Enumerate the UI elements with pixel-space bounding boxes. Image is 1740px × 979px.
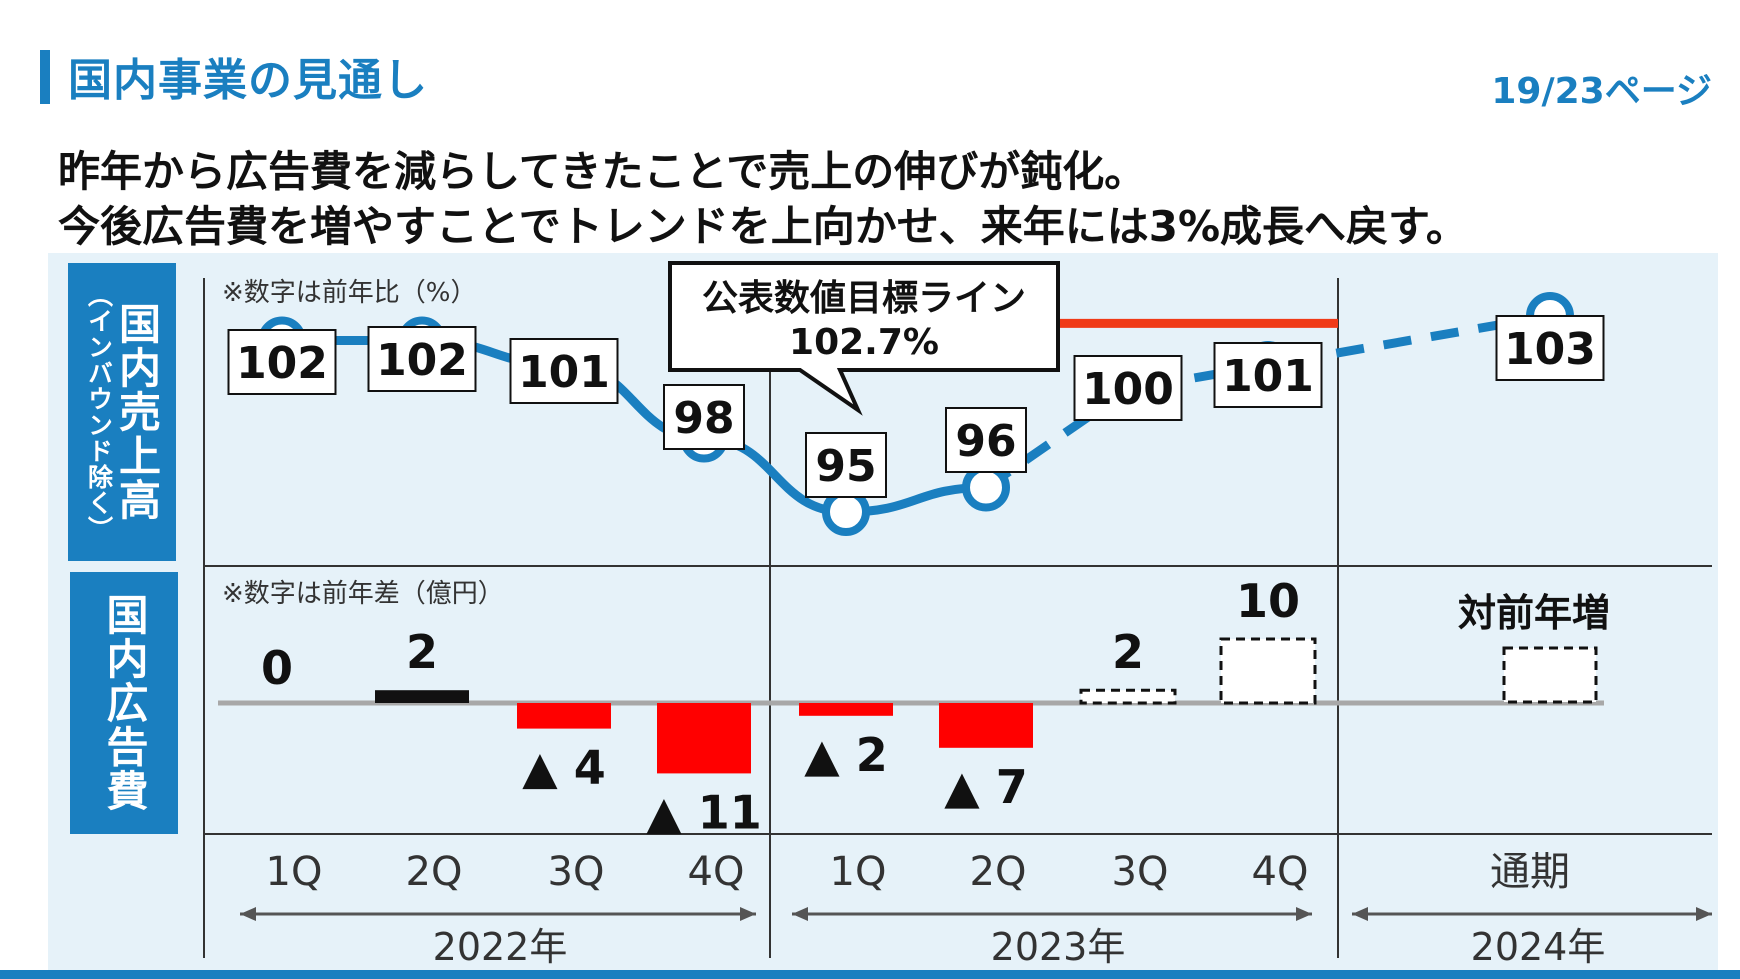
sales-value-label: 101	[1222, 351, 1314, 402]
sales-label-box	[509, 338, 619, 404]
ads-value-label: ▲ 11	[646, 785, 761, 839]
year-range-arrow-left	[1352, 907, 1368, 921]
sales-point	[962, 463, 1010, 512]
year-range-arrow-right	[1296, 907, 1312, 921]
ads-bar-planned	[1502, 646, 1598, 704]
title-accent-bar	[40, 50, 50, 104]
x-tick-label: 2Q	[406, 849, 463, 895]
ads-side-title: 国内広告費	[100, 593, 149, 813]
ads-value-label: ▲ 4	[522, 741, 605, 795]
sales-label-box	[1213, 342, 1323, 408]
bottom-accent-bar	[0, 970, 1740, 979]
ads-value-label: 対前年増	[1458, 591, 1610, 635]
ads-chart-note: ※数字は前年差（億円）	[222, 579, 504, 609]
sales-value-label: 101	[518, 347, 610, 398]
year-range-arrow-right	[740, 907, 756, 921]
ads-value-label: ▲ 7	[944, 760, 1027, 814]
target-callout-box	[668, 261, 1060, 416]
year-range-arrow-left	[792, 907, 808, 921]
x-tick-label: 4Q	[688, 849, 745, 895]
sales-forecast-line	[983, 311, 1551, 492]
year-label: 2022年	[433, 925, 568, 969]
x-tick-label: 1Q	[830, 849, 887, 895]
sales-value-label: 102	[236, 338, 328, 389]
x-tick-label: 1Q	[266, 849, 323, 895]
sales-label-box	[227, 329, 337, 395]
sales-value-label: 95	[815, 441, 876, 492]
sales-label-box	[663, 384, 745, 450]
ads-value-label: 10	[1236, 574, 1300, 628]
target-callout-value: 102.7%	[789, 322, 939, 363]
target-callout-title: 公表数値目標ライン	[702, 278, 1026, 319]
sales-chart-note: ※数字は前年比（%）	[222, 278, 477, 308]
sales-value-label: 102	[376, 335, 468, 386]
page-number: 19/23ページ	[1491, 71, 1712, 112]
ads-bar	[799, 703, 893, 716]
ads-bar	[517, 703, 611, 729]
sales-side-label: （インバウンド除く） 国内売上高	[68, 263, 176, 561]
year-range-arrow-right	[1696, 907, 1712, 921]
ads-value-label: 2	[406, 625, 438, 679]
x-tick-label: 通期	[1490, 849, 1570, 895]
sales-side-title: 国内売上高	[112, 302, 162, 522]
ads-bar-planned	[1079, 688, 1177, 705]
ads-value-label: ▲ 2	[804, 728, 887, 782]
x-tick-label: 3Q	[1112, 849, 1169, 895]
ads-side-label: 国内広告費	[70, 572, 178, 834]
page-title: 国内事業の見通し	[68, 55, 428, 106]
ads-bar	[657, 703, 751, 774]
sales-side-note: （インバウンド除く）	[84, 282, 114, 542]
headline-line-2: 今後広告費を増やすことでトレンドを上向かせ、来年には3%成長へ戻す。	[58, 202, 1468, 251]
x-tick-label: 4Q	[1252, 849, 1309, 895]
sales-value-label: 96	[955, 416, 1016, 467]
sales-value-label: 100	[1082, 364, 1174, 415]
sales-value-label: 103	[1504, 324, 1596, 375]
sales-label-box	[945, 407, 1027, 473]
ads-value-label: 2	[1112, 625, 1144, 679]
ads-value-label: 0	[261, 641, 293, 695]
ads-bar	[375, 690, 469, 703]
sales-label-box	[805, 432, 887, 498]
headline-line-1: 昨年から広告費を減らしてきたことで売上の伸びが鈍化。	[58, 147, 1147, 196]
ads-bar-planned	[1219, 637, 1317, 705]
x-tick-label: 2Q	[970, 849, 1027, 895]
year-label: 2024年	[1471, 925, 1606, 969]
ads-bar	[939, 703, 1033, 748]
sales-value-label: 98	[673, 393, 734, 444]
sales-label-box	[367, 326, 477, 392]
sales-label-box	[1073, 355, 1183, 421]
year-range-arrow-left	[240, 907, 256, 921]
year-label: 2023年	[991, 925, 1126, 969]
sales-label-box	[1495, 315, 1605, 381]
x-tick-label: 3Q	[548, 849, 605, 895]
